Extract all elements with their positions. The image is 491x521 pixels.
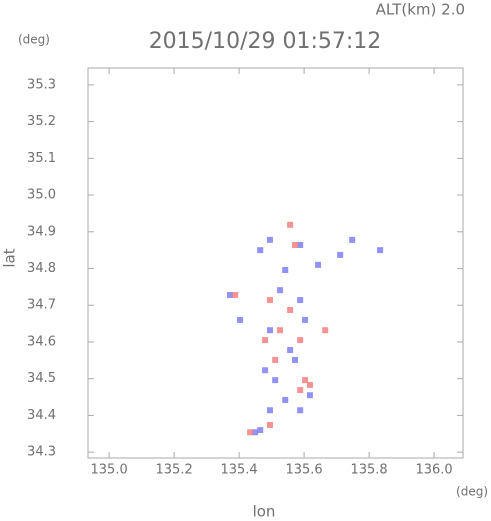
y-tick-label: 35.2 <box>27 114 56 129</box>
x-tick-label: 135.2 <box>156 463 193 478</box>
point <box>257 427 264 434</box>
point <box>252 429 259 436</box>
point <box>287 221 294 228</box>
point <box>237 316 244 323</box>
point <box>282 266 289 273</box>
y-tick-label: 34.7 <box>27 298 56 313</box>
point <box>315 261 322 268</box>
point <box>262 337 269 344</box>
point <box>232 291 239 298</box>
x-tick-label: 135.4 <box>220 463 257 478</box>
point <box>247 429 254 436</box>
point <box>306 392 313 399</box>
point <box>277 287 284 294</box>
y-tick-label: 34.5 <box>27 371 56 386</box>
y-tick-label: 34.9 <box>27 224 56 239</box>
point <box>272 377 279 384</box>
x-tick-label: 135.6 <box>285 463 322 478</box>
point <box>266 297 273 304</box>
x-tick-label: 135.8 <box>350 463 387 478</box>
y-unit: (deg) <box>18 33 50 47</box>
point <box>277 327 284 334</box>
point <box>297 242 304 249</box>
point <box>291 356 298 363</box>
y-tick-label: 35.1 <box>27 151 56 166</box>
x-tick-label: 135.0 <box>91 463 128 478</box>
y-tick-label: 35.3 <box>27 77 56 92</box>
point <box>297 297 304 304</box>
point <box>349 236 356 243</box>
y-tick-label: 35.0 <box>27 188 56 203</box>
point <box>322 327 329 334</box>
y-tick-label: 34.8 <box>27 261 56 276</box>
point <box>377 247 384 254</box>
point <box>297 407 304 414</box>
subtitle: ALT(km) 2.0 <box>376 1 465 19</box>
point <box>297 387 304 394</box>
y-tick-label: 34.4 <box>27 408 56 423</box>
point <box>282 396 289 403</box>
x-unit: (deg) <box>456 485 488 499</box>
y-tick-label: 34.6 <box>27 334 56 349</box>
point <box>257 247 264 254</box>
point <box>306 381 313 388</box>
point <box>287 307 294 314</box>
plot-frame <box>87 67 464 459</box>
point <box>297 337 304 344</box>
point <box>272 356 279 363</box>
x-tick-label: 136.0 <box>415 463 452 478</box>
point <box>266 421 273 428</box>
point <box>262 367 269 374</box>
x-axis-label: lon <box>253 503 276 521</box>
point <box>302 377 309 384</box>
point <box>291 242 298 249</box>
chart-title: 2015/10/29 01:57:12 <box>149 29 382 54</box>
y-axis-label: lat <box>1 248 19 267</box>
point <box>266 236 273 243</box>
point <box>337 251 344 258</box>
y-tick-label: 34.3 <box>27 445 56 460</box>
point <box>227 291 234 298</box>
point <box>266 327 273 334</box>
point <box>266 407 273 414</box>
point <box>302 316 309 323</box>
point <box>287 347 294 354</box>
